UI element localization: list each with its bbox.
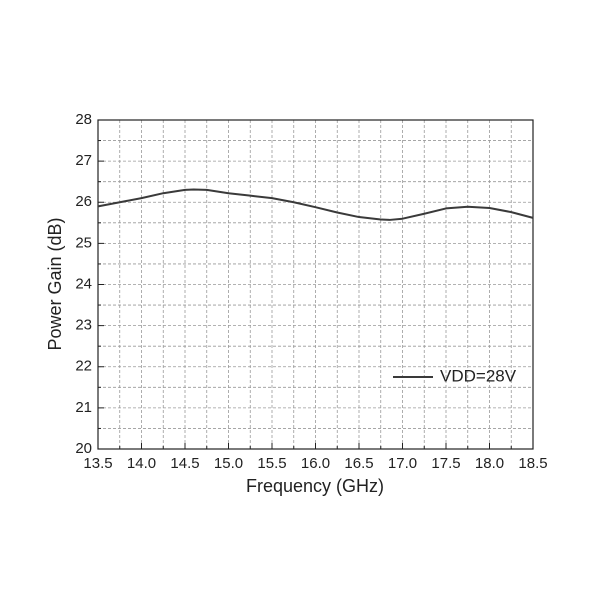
y-axis-label: Power Gain (dB) [45,217,65,350]
x-tick-label: 17.5 [431,455,460,472]
y-tick-label: 26 [75,193,92,210]
x-tick-label: 16.0 [301,455,330,472]
x-tick-label: 16.5 [344,455,373,472]
y-tick-label: 28 [75,111,92,128]
x-tick-label: 13.5 [83,455,112,472]
x-tick-label: 18.5 [518,455,547,472]
x-tick-label: 18.0 [475,455,504,472]
y-tick-label: 23 [75,317,92,334]
y-tick-label: 27 [75,152,92,169]
y-tick-label: 20 [75,440,92,457]
x-tick-label: 15.0 [214,455,243,472]
y-tick-label: 24 [75,275,92,292]
x-tick-label: 14.0 [127,455,156,472]
y-tick-label: 25 [75,234,92,251]
y-tick-label: 22 [75,358,92,375]
x-tick-label: 15.5 [257,455,286,472]
series-line [97,188,534,221]
x-axis-label: Frequency (GHz) [246,476,384,496]
y-tick-label: 21 [75,399,92,416]
plot-frame [97,119,534,450]
legend-label: VDD=28V [440,366,517,385]
x-tick-label: 17.0 [388,455,417,472]
x-tick-label: 14.5 [170,455,199,472]
